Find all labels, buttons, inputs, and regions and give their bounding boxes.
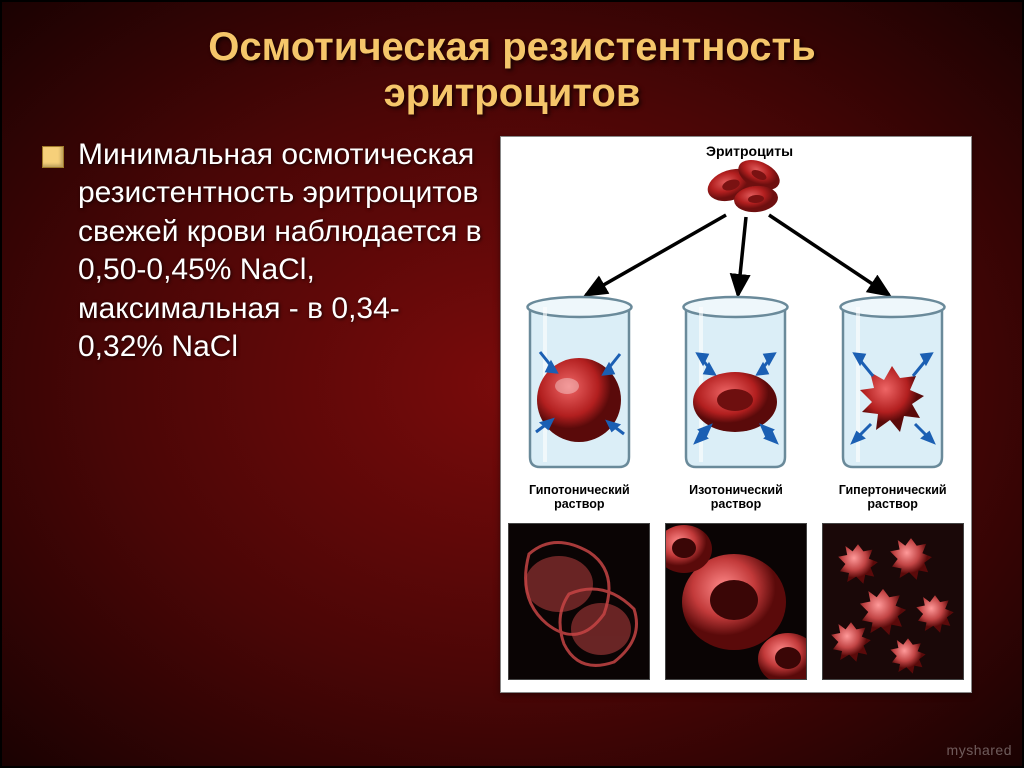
slide-title: Осмотическая резистентность эритроцитов [2,2,1022,116]
slide-root: Осмотическая резистентность эритроцитов … [0,0,1024,768]
title-line-1: Осмотическая резистентность [208,25,815,69]
right-column: Эритроциты [500,136,992,693]
beaker-hypotonic: Гипотонический раствор [509,292,649,512]
beaker-hypotonic-icon [512,292,647,472]
beaker-hypertonic: Гипертонический раствор [823,292,963,512]
arrows-icon [501,137,971,307]
label-hypotonic: Гипотонический раствор [509,483,649,512]
bullet-square-icon [42,146,64,168]
beaker-isotonic-icon [668,292,803,472]
label-hypertonic: Гипертонический раствор [823,483,963,512]
left-column: Минимальная осмотическая резистентность … [42,136,482,693]
micro-hypertonic [822,523,964,680]
watermark: myshared [947,742,1012,758]
micro-hypotonic-icon [509,524,649,679]
bullet-text: Минимальная осмотическая резистентность … [78,136,482,366]
label-isotonic: Изотонический раствор [666,483,806,512]
micro-row [501,523,971,680]
title-line-2: эритроцитов [384,71,641,115]
micro-isotonic-icon [666,524,806,679]
micro-hypertonic-icon [823,524,963,679]
beaker-hypertonic-icon [825,292,960,472]
micro-hypotonic [508,523,650,680]
beaker-isotonic: Изотонический раствор [666,292,806,512]
content-area: Минимальная осмотическая резистентность … [2,116,1022,713]
diagram-panel: Эритроциты [500,136,972,693]
micro-isotonic [665,523,807,680]
beaker-row: Гипотонический раствор [501,292,971,512]
bullet-item: Минимальная осмотическая резистентность … [42,136,482,366]
